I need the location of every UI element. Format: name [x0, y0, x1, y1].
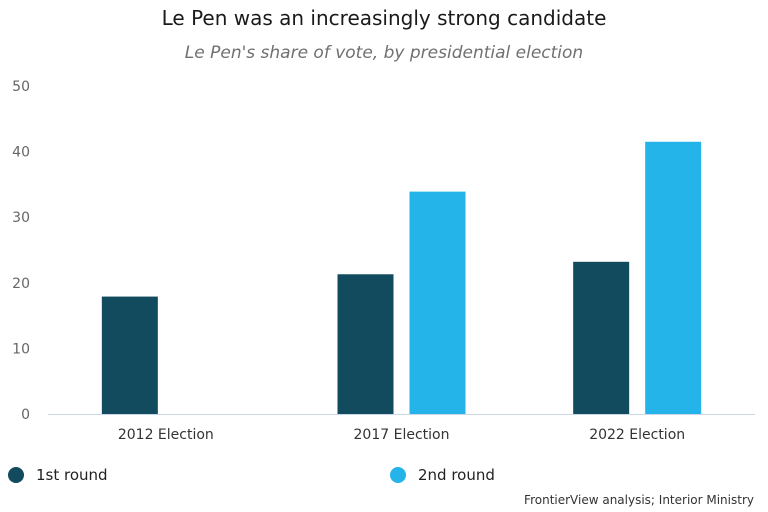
chart-title: Le Pen was an increasingly strong candid…	[161, 6, 607, 30]
legend-label-1st-round: 1st round	[36, 466, 108, 484]
legend-item-1st-round: 1st round	[8, 466, 108, 484]
x-tick-label: 2022 Election	[589, 427, 685, 443]
bar-2nd-round	[645, 141, 702, 414]
legend-item-2nd-round: 2nd round	[390, 466, 495, 484]
y-tick-label: 40	[12, 145, 30, 161]
chart-subtitle: Le Pen's share of vote, by presidential …	[184, 43, 584, 63]
y-tick-label: 20	[12, 276, 30, 292]
legend: 1st round 2nd round	[0, 466, 768, 488]
legend-label-2nd-round: 2nd round	[418, 466, 495, 484]
y-tick-label: 10	[12, 341, 30, 357]
bar-1st-round	[101, 296, 158, 414]
y-tick-label: 30	[12, 210, 30, 226]
legend-swatch-1st-round	[8, 467, 24, 483]
y-tick-label: 50	[12, 79, 30, 95]
y-tick-label: 0	[21, 407, 30, 423]
bar-1st-round	[337, 274, 394, 414]
x-tick-label: 2017 Election	[354, 427, 450, 443]
x-tick-label: 2012 Election	[118, 427, 214, 443]
bar-2nd-round	[409, 191, 466, 414]
bar-1st-round	[573, 261, 630, 414]
bar-chart: 0 10 20 30 40 50 2012 Election 2017 Election 202…	[12, 79, 755, 443]
source-note: FrontierView analysis; Interior Ministry	[524, 493, 754, 507]
legend-swatch-2nd-round	[390, 467, 406, 483]
